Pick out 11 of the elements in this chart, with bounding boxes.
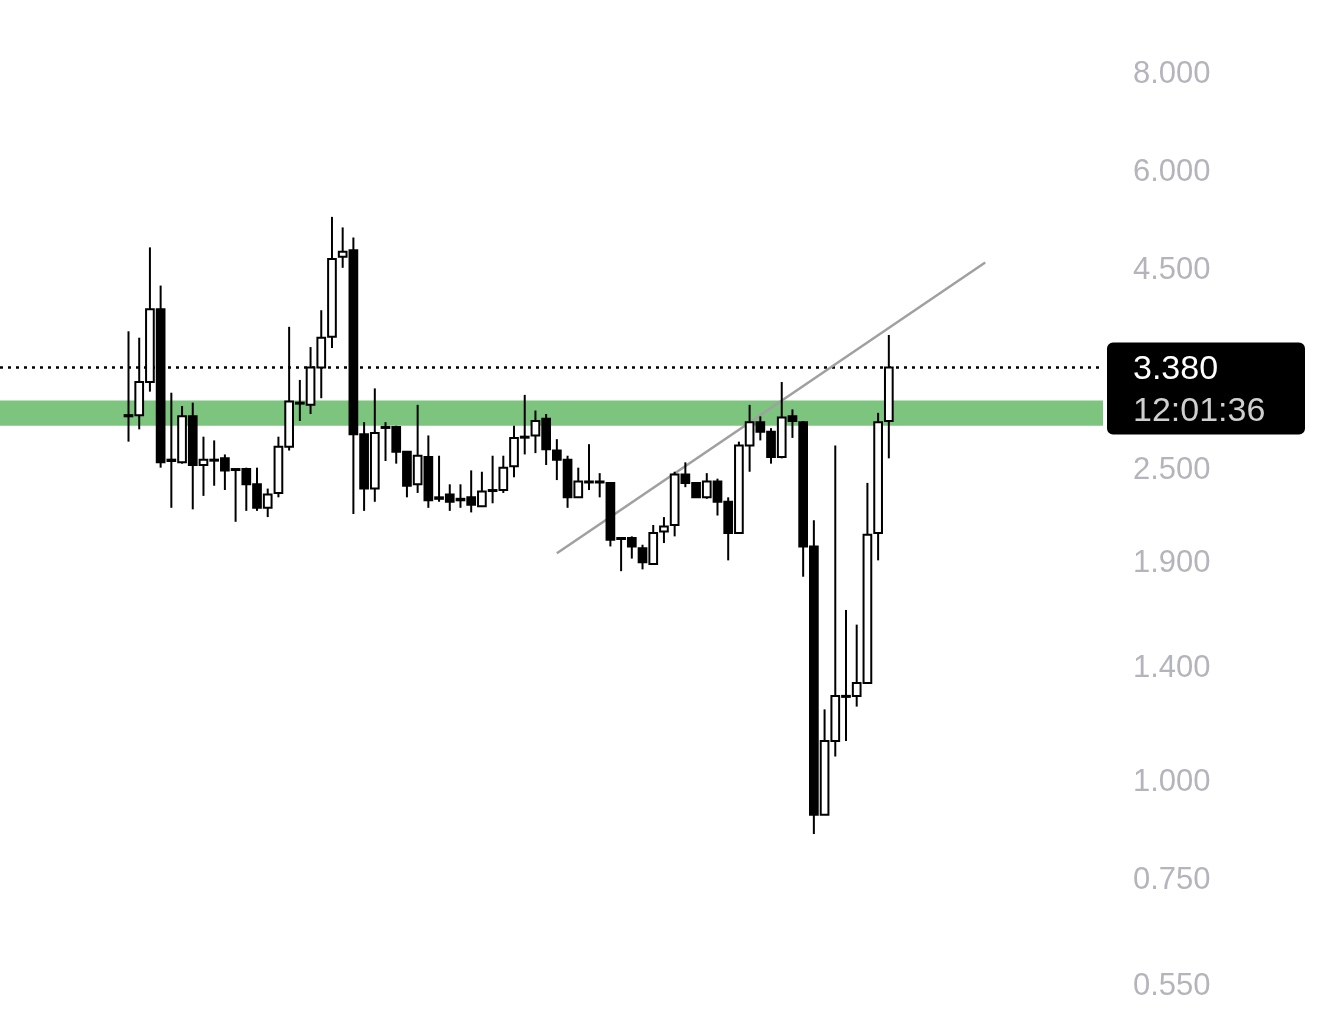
y-tick-label: 1.900: [1133, 544, 1211, 580]
y-tick-label: 6.000: [1133, 152, 1211, 188]
candlestick: [659, 516, 669, 545]
y-tick-label: 2.500: [1133, 450, 1211, 486]
ref-line-label: 3.380 12:01:36: [1133, 347, 1266, 428]
y-tick-label: 1.000: [1133, 763, 1211, 799]
y-tick-label: 4.500: [1133, 250, 1211, 286]
y-tick-label: 8.000: [1133, 54, 1211, 90]
y-tick-label: 0.550: [1133, 966, 1211, 1002]
y-tick-label: 0.750: [1133, 861, 1211, 897]
y-tick-label: 1.400: [1133, 648, 1211, 684]
